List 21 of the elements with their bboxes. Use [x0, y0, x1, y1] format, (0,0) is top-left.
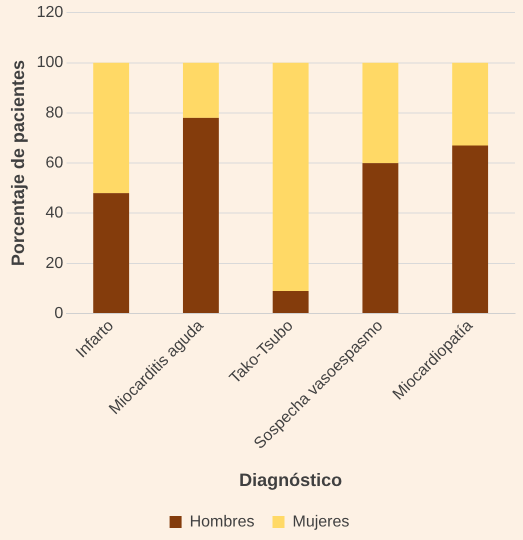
- y-tick-label: 20: [46, 254, 64, 272]
- y-tick-label: 100: [36, 54, 64, 72]
- y-tick-label: 80: [46, 104, 64, 122]
- bar: [452, 62, 488, 146]
- legend-label: Hombres: [190, 513, 254, 530]
- y-tick-label: 40: [46, 204, 64, 222]
- y-tick-label: 0: [54, 304, 64, 322]
- x-axis-title: Diagnóstico: [239, 470, 342, 490]
- bar: [182, 62, 219, 118]
- bar: [362, 163, 398, 314]
- bar: [93, 62, 130, 194]
- bar: [272, 290, 309, 314]
- bar: [362, 62, 398, 164]
- legend-label: Mujeres: [292, 513, 350, 530]
- y-tick-label: 120: [36, 4, 64, 22]
- y-tick-label: 60: [46, 154, 64, 172]
- bar: [452, 146, 488, 314]
- y-axis-title: Porcentaje de pacientes: [8, 60, 28, 266]
- bar: [182, 118, 219, 314]
- bar: [272, 62, 309, 291]
- bar: [93, 193, 130, 314]
